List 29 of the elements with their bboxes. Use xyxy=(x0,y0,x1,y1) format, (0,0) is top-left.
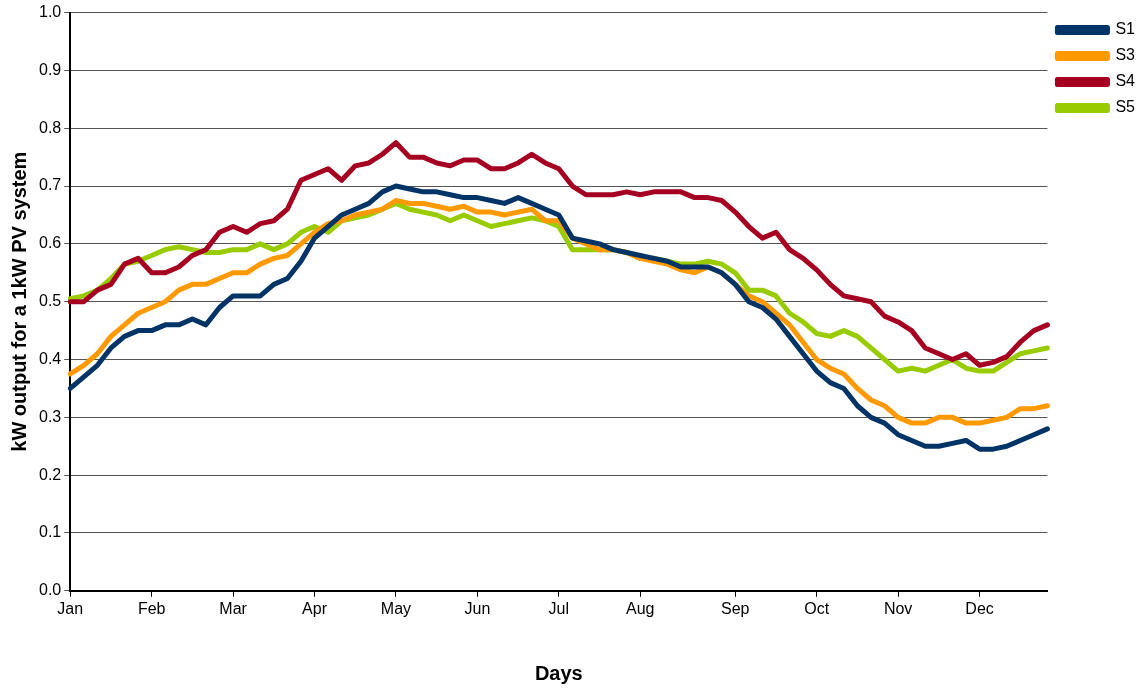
legend-label: S4 xyxy=(1115,72,1136,90)
y-tick-label: 0.9 xyxy=(38,60,62,78)
legend-label: S3 xyxy=(1115,46,1136,64)
y-tick-label: 0.2 xyxy=(38,465,62,483)
legend-label: S5 xyxy=(1115,98,1136,116)
x-tick-label: Oct xyxy=(804,599,830,617)
x-tick-label: Aug xyxy=(626,599,655,617)
y-tick-label: 0.1 xyxy=(38,523,62,541)
x-tick-label: Dec xyxy=(965,599,994,617)
x-tick-label: Apr xyxy=(302,599,328,617)
y-tick-label: 0.7 xyxy=(38,176,62,194)
x-tick-label: May xyxy=(380,599,412,617)
x-tick-label: Jul xyxy=(548,599,570,617)
x-tick-label: Feb xyxy=(137,599,166,617)
x-tick-label: Jun xyxy=(464,599,491,617)
y-tick-label: 0.6 xyxy=(38,234,62,252)
y-tick-label: 1.0 xyxy=(38,3,62,21)
x-tick-label: Nov xyxy=(883,599,913,617)
y-tick-label: 0.3 xyxy=(38,407,62,425)
y-tick-label: 0.5 xyxy=(38,292,62,310)
x-tick-label: Jan xyxy=(57,599,84,617)
y-tick-label: 0.4 xyxy=(38,349,62,367)
x-tick-label: Mar xyxy=(219,599,248,617)
legend-label: S1 xyxy=(1115,20,1136,38)
y-tick-label: 0.0 xyxy=(38,581,62,599)
x-tick-label: Sep xyxy=(721,599,750,617)
x-axis-title: Days xyxy=(534,661,583,684)
y-axis-title: kW output for a 1kW PV system xyxy=(7,151,30,452)
y-tick-label: 0.8 xyxy=(38,118,62,136)
